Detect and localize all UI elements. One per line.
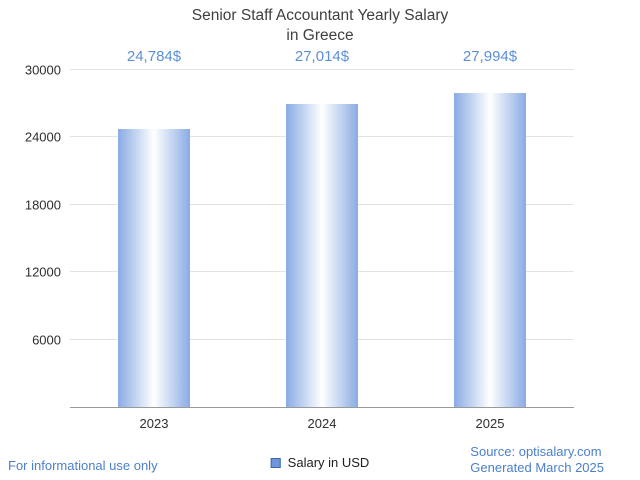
bar-slot-2025: 27,994$ 2025 (406, 48, 574, 431)
salary-bar-2025 (454, 92, 526, 407)
bar-value-label: 27,994$ (462, 48, 518, 65)
plot-area: 24,784$ 2023 27,014$ 2024 27,994$ 2025 6000 12… (25, 48, 574, 431)
x-axis-tick-label: 2025 (475, 416, 505, 431)
bar-value-label: 27,014$ (294, 48, 350, 65)
legend-swatch-icon (270, 457, 281, 468)
bar-slot-2023: 24,784$ 2023 (70, 48, 238, 431)
y-axis-tick-label: 12000 (24, 264, 61, 280)
source-text: Source: optisalary.com (470, 443, 602, 459)
x-axis-tick-label: 2023 (139, 416, 169, 431)
chart-title-line1: Senior Staff Accountant Yearly Salary (191, 7, 449, 24)
legend: Salary in USD (270, 455, 370, 470)
chart-title: Senior Staff Accountant Yearly Salary in… (0, 6, 640, 46)
gridline (70, 69, 574, 70)
legend-label: Salary in USD (287, 455, 370, 470)
bars-container: 24,784$ 2023 27,014$ 2024 27,994$ 2025 (70, 48, 574, 431)
generated-text: Generated March 2025 (470, 459, 604, 475)
bar-value-label: 24,784$ (126, 48, 182, 65)
chart-title-line2: in Greece (286, 27, 354, 45)
disclaimer-text: For informational use only (8, 458, 158, 473)
y-axis-tick-label: 30000 (24, 62, 61, 78)
y-axis-tick-label: 24000 (24, 129, 61, 145)
source-block: Source: optisalary.com Generated March 2… (470, 444, 604, 477)
x-axis-tick-label: 2024 (307, 416, 337, 431)
salary-bar-2023 (118, 128, 190, 407)
bar-slot-2024: 27,014$ 2024 (238, 48, 406, 431)
y-axis-tick-label: 18000 (24, 197, 61, 213)
salary-bar-2024 (286, 103, 358, 407)
y-axis-tick-label: 6000 (32, 332, 61, 348)
